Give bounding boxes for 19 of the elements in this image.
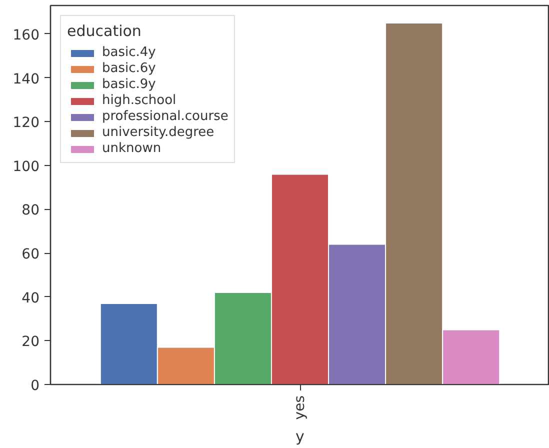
y-tick-label: 160	[12, 27, 40, 44]
legend-label: unknown	[102, 141, 162, 156]
y-tick-label: 40	[22, 290, 40, 306]
y-tick-label: 60	[22, 246, 40, 263]
legend-label: basic.4y	[102, 45, 156, 60]
legend-title: education	[67, 22, 142, 40]
y-tick-label: 120	[12, 115, 40, 132]
x-axis-title: y	[296, 428, 305, 446]
y-tick-label: 100	[12, 158, 40, 175]
legend-label: high.school	[102, 93, 176, 108]
x-tick-label: yes	[292, 395, 308, 420]
y-tick-label: 140	[12, 71, 40, 88]
legend-label: professional.course	[102, 109, 228, 124]
y-tick-label: 0	[30, 378, 40, 394]
legend-label: basic.9y	[102, 77, 156, 92]
legend-label: basic.6y	[102, 61, 156, 76]
y-tick-label: 80	[22, 202, 40, 219]
legend-label: university.degree	[102, 125, 214, 140]
y-tick-label: 20	[22, 334, 40, 350]
